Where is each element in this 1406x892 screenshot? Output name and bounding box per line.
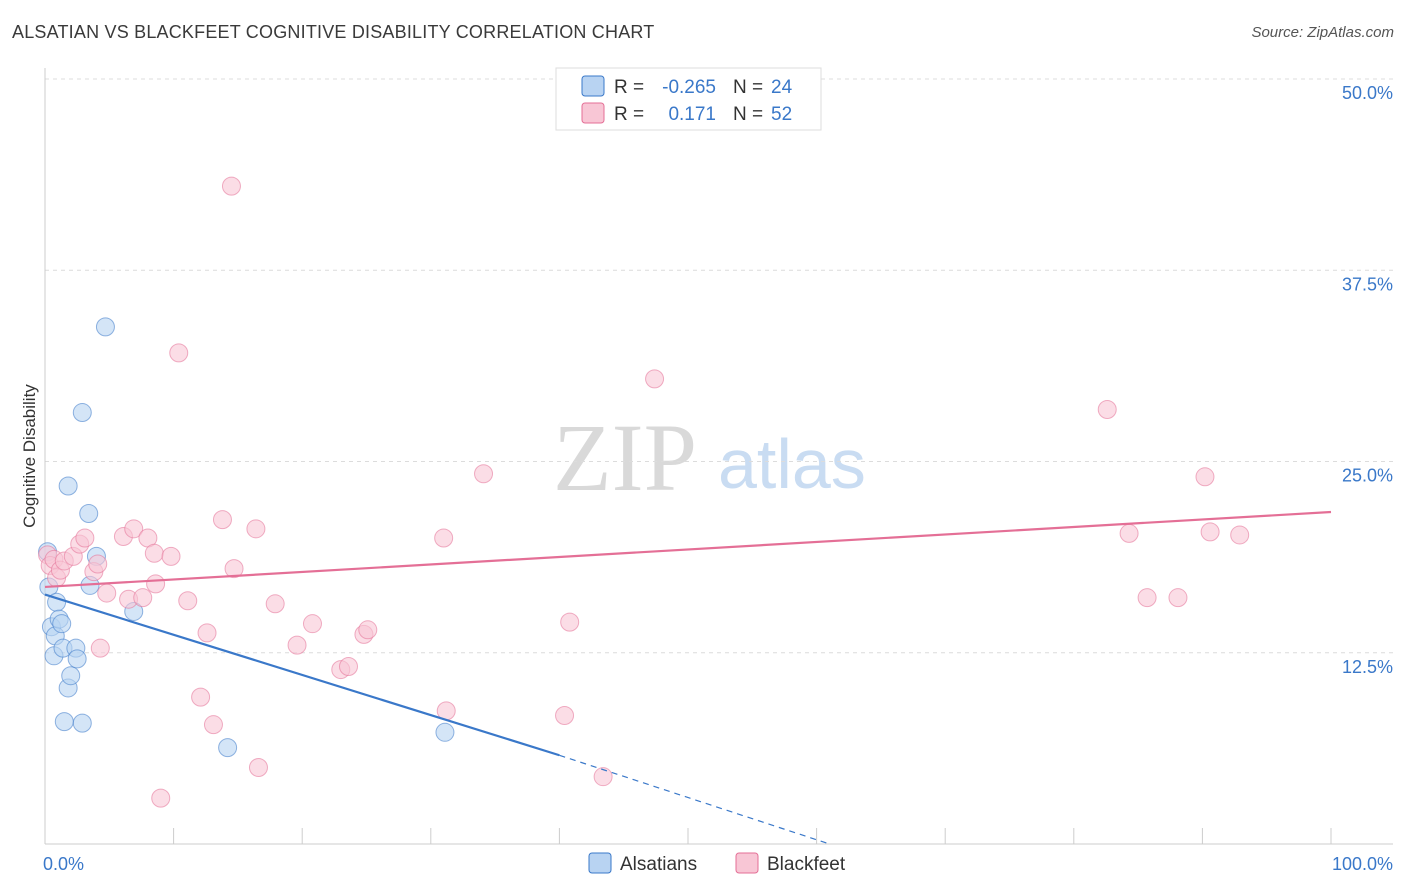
- x-tick-label: 0.0%: [43, 854, 84, 874]
- series-legend: Alsatians Blackfeet: [588, 852, 846, 875]
- data-point-blackfeet: [178, 591, 198, 611]
- data-point-alsatians: [79, 504, 99, 524]
- data-point-alsatians: [72, 403, 92, 423]
- legend-r-label-1: R =: [614, 77, 644, 98]
- data-point-blackfeet: [90, 638, 110, 658]
- legend-n-label-2: N =: [733, 104, 763, 125]
- chart-title: ALSATIAN VS BLACKFEET COGNITIVE DISABILI…: [12, 22, 655, 42]
- alsatians-points: [38, 317, 455, 758]
- data-point-alsatians: [218, 738, 238, 758]
- y-tick-label: 12.5%: [1342, 657, 1393, 677]
- data-point-blackfeet: [221, 176, 241, 196]
- data-point-blackfeet: [1119, 523, 1139, 543]
- y-tick-label: 37.5%: [1342, 274, 1393, 294]
- gridlines: [45, 78, 1393, 654]
- data-point-blackfeet: [265, 594, 285, 614]
- data-point-blackfeet: [560, 612, 580, 632]
- data-point-blackfeet: [169, 343, 189, 363]
- data-point-blackfeet: [246, 519, 266, 539]
- data-point-blackfeet: [1137, 588, 1157, 608]
- legend-n-label-1: N =: [733, 77, 763, 98]
- data-point-blackfeet: [75, 528, 95, 548]
- trend-lines: [44, 510, 1332, 845]
- data-point-blackfeet: [555, 705, 575, 725]
- blackfeet-points: [38, 176, 1250, 808]
- data-point-blackfeet: [88, 554, 108, 574]
- tick-labels: 12.5% 25.0% 37.5% 50.0% 0.0% 100.0%: [43, 83, 1393, 874]
- data-point-blackfeet: [248, 758, 268, 777]
- data-point-blackfeet: [645, 369, 665, 389]
- data-point-blackfeet: [1200, 522, 1220, 542]
- data-point-alsatians: [52, 614, 72, 634]
- data-point-blackfeet: [97, 583, 117, 603]
- data-point-blackfeet: [474, 464, 494, 484]
- bottom-legend-label-alsatians: Alsatians: [620, 854, 697, 875]
- y-axis-label: Cognitive Disability: [20, 384, 39, 528]
- data-point-alsatians: [67, 649, 87, 669]
- data-point-alsatians: [95, 317, 115, 337]
- axes: [44, 68, 1393, 845]
- legend-swatch-blackfeet: [581, 102, 605, 124]
- data-point-blackfeet: [191, 687, 211, 707]
- bottom-legend-label-blackfeet: Blackfeet: [767, 854, 846, 875]
- data-point-blackfeet: [224, 559, 244, 579]
- legend-n-value-1: 24: [771, 77, 793, 98]
- data-point-blackfeet: [434, 528, 454, 548]
- data-point-alsatians: [54, 712, 74, 732]
- data-point-blackfeet: [287, 635, 307, 655]
- legend-n-value-2: 52: [771, 104, 792, 125]
- data-point-blackfeet: [133, 588, 153, 608]
- data-point-blackfeet: [1097, 399, 1117, 419]
- trend-line-alsatians: [44, 593, 560, 757]
- data-point-blackfeet: [203, 715, 223, 735]
- y-tick-label: 25.0%: [1342, 466, 1393, 486]
- watermark-atlas: atlas: [718, 425, 866, 503]
- bottom-legend-swatch-blackfeet: [735, 852, 759, 874]
- source-credit: Source: ZipAtlas.com: [1251, 24, 1394, 41]
- data-point-blackfeet: [338, 657, 358, 677]
- data-point-blackfeet: [144, 543, 164, 563]
- legend-swatch-alsatians: [581, 75, 605, 97]
- data-point-alsatians: [72, 713, 92, 733]
- trend-line-blackfeet: [44, 510, 1332, 589]
- legend-r-label-2: R =: [614, 104, 644, 125]
- data-point-blackfeet: [302, 614, 322, 634]
- data-point-blackfeet: [212, 510, 232, 530]
- legend-r-value-2: 0.171: [668, 104, 716, 125]
- bottom-legend-swatch-alsatians: [588, 852, 612, 874]
- data-point-blackfeet: [593, 767, 613, 787]
- data-point-blackfeet: [146, 574, 166, 594]
- data-point-blackfeet: [1168, 588, 1188, 608]
- data-point-blackfeet: [151, 788, 171, 808]
- legend-r-value-1: -0.265: [662, 77, 716, 98]
- trend-line-extension-alsatians: [559, 754, 830, 845]
- data-point-blackfeet: [197, 623, 217, 643]
- y-tick-label: 50.0%: [1342, 83, 1393, 103]
- data-point-alsatians: [435, 722, 455, 742]
- data-point-alsatians: [58, 476, 78, 496]
- data-point-blackfeet: [124, 519, 144, 539]
- data-point-blackfeet: [1195, 467, 1215, 487]
- data-point-blackfeet: [358, 620, 378, 640]
- data-point-blackfeet: [161, 546, 181, 566]
- data-point-blackfeet: [1230, 525, 1250, 545]
- data-point-alsatians: [61, 666, 81, 686]
- correlation-legend: R = -0.265 N = 24 R = 0.171 N = 52: [555, 67, 822, 131]
- x-tick-label: 100.0%: [1332, 854, 1393, 874]
- watermark-zip: ZIP: [553, 404, 697, 511]
